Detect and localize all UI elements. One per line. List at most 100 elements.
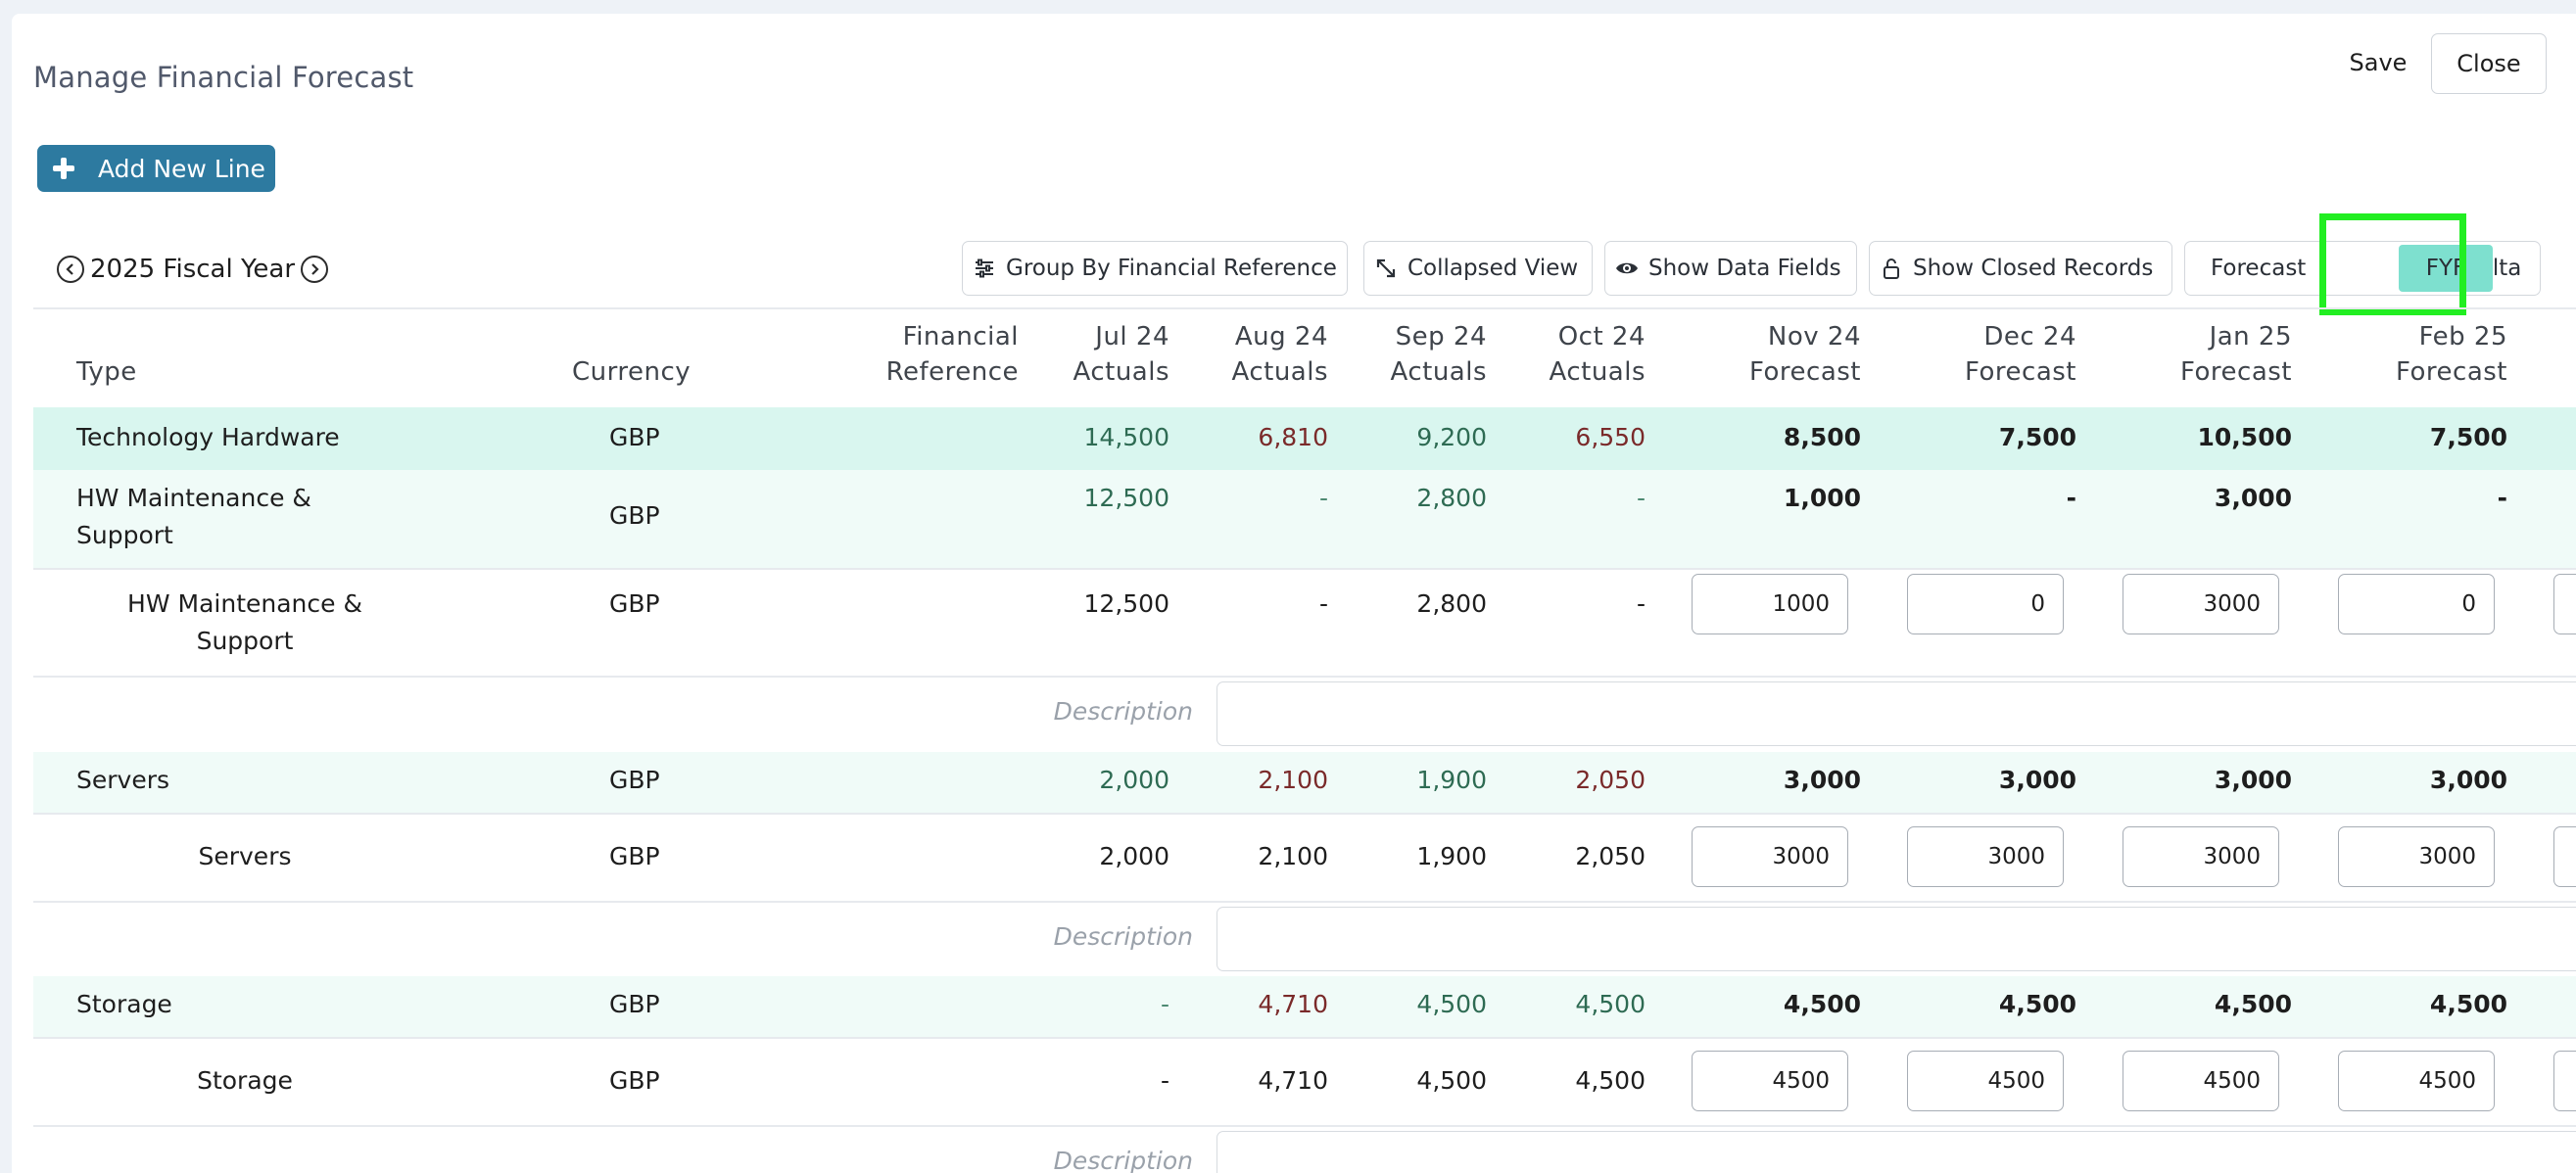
group-feb25: 3,000 xyxy=(2429,766,2507,794)
total-aug24: 6,810 xyxy=(1258,423,1328,451)
lock-icon xyxy=(1884,258,1899,279)
item-sep24: 1,900 xyxy=(1416,842,1487,870)
item-sep24: 4,500 xyxy=(1416,1066,1487,1095)
fiscal-year-nav: 2025 Fiscal Year xyxy=(57,249,329,290)
description-label: Description xyxy=(1053,1147,1193,1173)
col-jan25-1: Jan 25 xyxy=(2209,322,2292,352)
item-jul24: 2,000 xyxy=(1099,842,1169,870)
group-row: Storage GBP - 4,710 4,500 4,500 4,500 4,… xyxy=(33,976,2576,1037)
total-oct24: 6,550 xyxy=(1575,423,1646,451)
group-dec24: 3,000 xyxy=(1998,766,2076,794)
group-type: Servers xyxy=(76,766,170,794)
total-feb25: 7,500 xyxy=(2429,423,2507,451)
close-button[interactable]: Close xyxy=(2431,33,2547,94)
col-feb25-2: Forecast xyxy=(2395,357,2507,387)
total-dec24: 7,500 xyxy=(1998,423,2076,451)
group-jul24: - xyxy=(1160,990,1169,1018)
group-feb25: - xyxy=(2497,484,2507,512)
total-row: Technology Hardware GBP 14,500 6,810 9,2… xyxy=(33,407,2576,470)
forecast-input-nov24[interactable]: 3000 xyxy=(1692,826,1848,887)
row-divider xyxy=(33,901,2576,903)
group-aug24: 2,100 xyxy=(1258,766,1328,794)
forecast-input-nov24[interactable]: 1000 xyxy=(1692,574,1848,634)
col-dec24-2: Forecast xyxy=(1964,357,2076,387)
forecast-input-feb25[interactable]: 3000 xyxy=(2338,826,2495,887)
col-oct24-2: Actuals xyxy=(1549,357,1646,387)
col-jul24-2: Actuals xyxy=(1073,357,1169,387)
show-data-fields-button[interactable]: Show Data Fields xyxy=(1604,241,1857,296)
forecast-input-dec24[interactable]: 4500 xyxy=(1907,1051,2064,1111)
col-nov24-1: Nov 24 xyxy=(1767,322,1861,352)
forecast-input-feb25[interactable]: 0 xyxy=(2338,574,2495,634)
group-nov24: 3,000 xyxy=(1783,766,1861,794)
add-new-line-button[interactable]: Add New Line xyxy=(37,145,275,192)
forecast-input-next[interactable] xyxy=(2553,1051,2576,1111)
col-finref-2: Reference xyxy=(885,357,1019,387)
col-aug24-1: Aug 24 xyxy=(1234,322,1328,352)
total-nov24: 8,500 xyxy=(1783,423,1861,451)
description-input[interactable] xyxy=(1216,681,2576,746)
item-type: Servers xyxy=(198,842,292,870)
group-jan25: 4,500 xyxy=(2214,990,2292,1018)
group-nov24: 1,000 xyxy=(1783,484,1861,512)
group-feb25: 4,500 xyxy=(2429,990,2507,1018)
group-currency: GBP xyxy=(609,501,660,530)
group-dec24: - xyxy=(2066,484,2076,512)
description-row: Description xyxy=(33,678,2576,750)
total-type: Technology Hardware xyxy=(76,423,340,451)
group-currency: GBP xyxy=(609,766,660,794)
item-aug24: 2,100 xyxy=(1258,842,1328,870)
group-sep24: 2,800 xyxy=(1416,484,1487,512)
forecast-input-next[interactable] xyxy=(2553,826,2576,887)
description-row: Description xyxy=(33,903,2576,975)
header-divider xyxy=(33,307,2576,309)
view-mode-forecast[interactable]: Forecast xyxy=(2211,256,2307,281)
next-year-icon[interactable] xyxy=(301,256,329,283)
col-nov24-2: Forecast xyxy=(1748,357,1861,387)
item-row: Servers GBP 2,000 2,100 1,900 2,050 3000… xyxy=(33,815,2576,901)
group-oct24: 4,500 xyxy=(1575,990,1646,1018)
group-by-label: Group By Financial Reference xyxy=(1006,256,1337,281)
item-row: Storage GBP - 4,710 4,500 4,500 4500 450… xyxy=(33,1039,2576,1125)
view-mode-fyf[interactable]: FYF xyxy=(2399,245,2493,292)
description-row: Description xyxy=(33,1127,2576,1173)
row-divider xyxy=(33,568,2576,570)
item-row: HW Maintenance & Support GBP 12,500 - 2,… xyxy=(33,570,2576,676)
forecast-input-nov24[interactable]: 4500 xyxy=(1692,1051,1848,1111)
description-input[interactable] xyxy=(1216,1131,2576,1173)
item-oct24: 4,500 xyxy=(1575,1066,1646,1095)
description-input[interactable] xyxy=(1216,907,2576,971)
plus-icon xyxy=(53,158,74,179)
page-title: Manage Financial Forecast xyxy=(33,61,414,94)
forecast-input-dec24[interactable]: 3000 xyxy=(1907,826,2064,887)
show-closed-records-button[interactable]: Show Closed Records xyxy=(1869,241,2172,296)
forecast-input-jan25[interactable]: 4500 xyxy=(2123,1051,2279,1111)
show-data-fields-label: Show Data Fields xyxy=(1648,256,1841,281)
group-type: Storage xyxy=(76,990,172,1018)
group-nov24: 4,500 xyxy=(1783,990,1861,1018)
group-oct24: 2,050 xyxy=(1575,766,1646,794)
col-sep24-1: Sep 24 xyxy=(1395,322,1487,352)
item-oct24: - xyxy=(1636,589,1646,618)
forecast-input-dec24[interactable]: 0 xyxy=(1907,574,2064,634)
collapsed-view-label: Collapsed View xyxy=(1407,256,1579,281)
row-divider xyxy=(33,676,2576,678)
eye-icon xyxy=(1616,262,1638,274)
group-dec24: 4,500 xyxy=(1998,990,2076,1018)
total-jul24: 14,500 xyxy=(1083,423,1169,451)
forecast-input-next[interactable] xyxy=(2553,574,2576,634)
group-by-button[interactable]: Group By Financial Reference xyxy=(962,241,1348,296)
collapse-arrows-icon xyxy=(1376,258,1396,278)
item-jul24: - xyxy=(1160,1066,1169,1095)
add-new-line-label: Add New Line xyxy=(98,154,265,183)
total-jan25: 10,500 xyxy=(2197,423,2292,451)
save-button[interactable]: Save xyxy=(2349,49,2408,76)
forecast-input-jan25[interactable]: 3000 xyxy=(2123,826,2279,887)
item-type: HW Maintenance & xyxy=(127,589,362,618)
previous-year-icon[interactable] xyxy=(57,256,84,283)
col-aug24-2: Actuals xyxy=(1231,357,1328,387)
item-type: Support xyxy=(196,627,294,655)
collapsed-view-button[interactable]: Collapsed View xyxy=(1363,241,1593,296)
forecast-input-jan25[interactable]: 3000 xyxy=(2123,574,2279,634)
forecast-input-feb25[interactable]: 4500 xyxy=(2338,1051,2495,1111)
